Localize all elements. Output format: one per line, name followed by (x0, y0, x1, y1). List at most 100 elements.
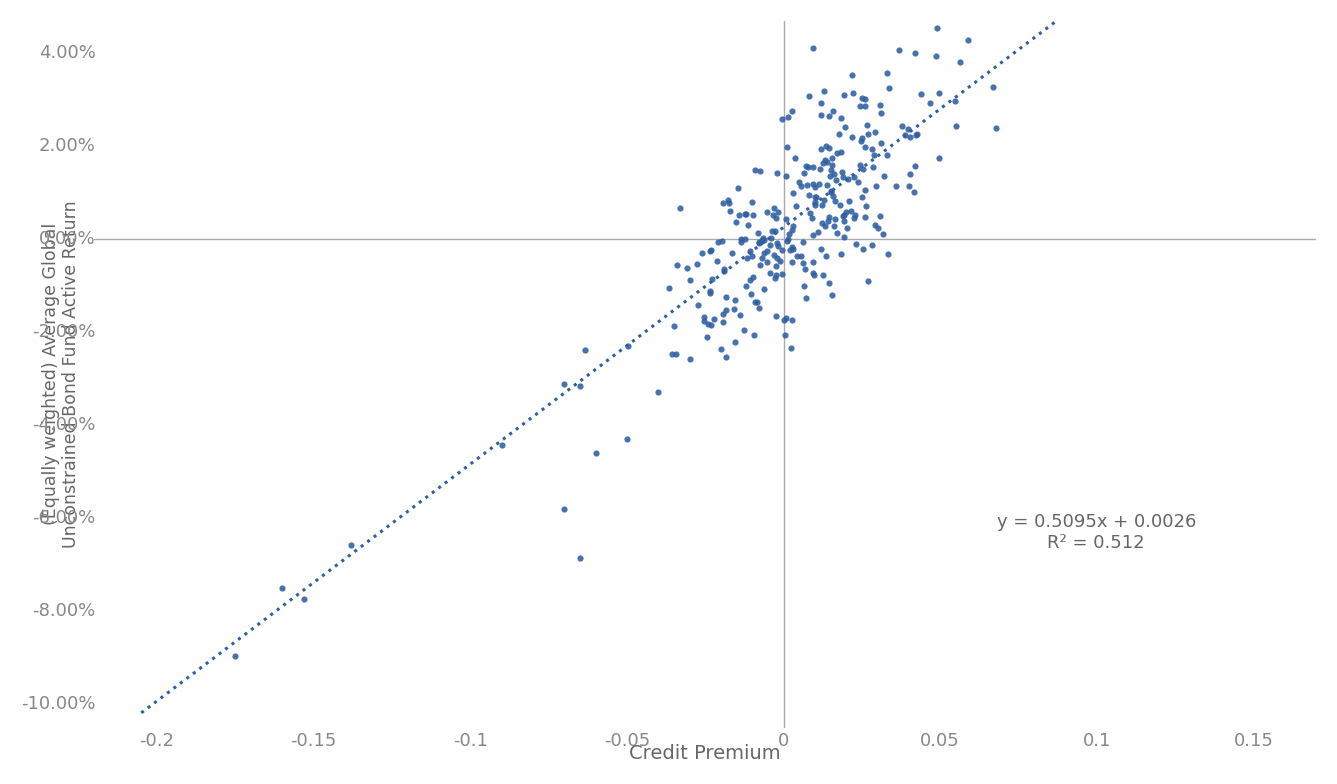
Point (796, 292, 817, 304)
Point (757, 205, 778, 218)
Point (802, 256, 824, 268)
Point (826, 147, 848, 159)
Point (870, 136, 892, 149)
Point (837, 172, 858, 185)
Point (814, 85, 836, 97)
Point (749, 302, 770, 314)
Point (822, 289, 844, 301)
Point (725, 216, 746, 228)
Point (897, 122, 919, 135)
Point (812, 216, 833, 229)
Point (691, 246, 713, 259)
Point (715, 351, 737, 364)
Point (769, 255, 790, 267)
Point (854, 183, 876, 196)
Point (852, 91, 873, 103)
Point (765, 269, 786, 281)
Point (850, 132, 872, 144)
Point (793, 256, 814, 269)
Point (694, 310, 715, 323)
Point (757, 245, 778, 257)
Point (713, 316, 734, 328)
Point (822, 167, 844, 180)
Point (777, 111, 798, 123)
Point (849, 158, 870, 171)
Point (850, 100, 872, 112)
Point (802, 229, 824, 241)
Point (892, 119, 913, 132)
Point (575, 344, 596, 357)
Point (341, 539, 362, 551)
Point (848, 176, 869, 189)
Point (888, 44, 909, 56)
Point (852, 163, 873, 176)
Point (765, 272, 786, 285)
X-axis label: Credit Premium: Credit Premium (630, 744, 781, 763)
Point (670, 201, 691, 214)
Point (749, 259, 770, 271)
Point (878, 82, 900, 94)
Point (722, 247, 743, 260)
Point (836, 205, 857, 218)
Point (838, 194, 860, 207)
Point (876, 67, 897, 80)
Point (854, 140, 876, 153)
Point (928, 86, 949, 99)
Point (830, 146, 852, 158)
Point (584, 447, 606, 459)
Point (761, 225, 782, 238)
Point (821, 186, 842, 198)
Point (702, 273, 723, 285)
Point (781, 241, 802, 254)
Point (647, 386, 668, 398)
Point (707, 236, 729, 249)
Point (730, 236, 751, 249)
Point (812, 198, 833, 211)
Point (773, 314, 794, 326)
Point (751, 251, 773, 263)
Point (810, 162, 832, 175)
Point (906, 128, 928, 140)
Point (813, 268, 834, 281)
Point (945, 120, 967, 132)
Point (821, 184, 842, 197)
Point (944, 95, 965, 107)
Point (822, 220, 844, 233)
Point (833, 89, 854, 101)
Point (794, 263, 816, 275)
Point (852, 191, 873, 204)
Point (734, 208, 755, 220)
Point (837, 222, 858, 234)
Point (782, 256, 804, 268)
Point (805, 181, 826, 194)
Point (616, 433, 638, 445)
Point (739, 245, 761, 257)
Point (763, 249, 785, 261)
Point (821, 158, 842, 171)
Point (805, 191, 826, 203)
Point (821, 164, 842, 176)
Point (790, 250, 812, 263)
Point (902, 186, 924, 198)
Point (865, 180, 886, 193)
Point (810, 143, 832, 155)
Point (920, 96, 941, 109)
Point (719, 205, 741, 217)
Point (802, 160, 824, 172)
Point (725, 294, 746, 307)
Point (767, 239, 789, 252)
Point (785, 199, 806, 212)
Point (775, 312, 797, 325)
Point (842, 212, 864, 225)
Point (733, 324, 754, 336)
Point (809, 178, 830, 191)
Point (701, 243, 722, 256)
Point (841, 130, 862, 143)
Point (749, 235, 770, 248)
Point (833, 215, 854, 227)
Text: -10.00%: -10.00% (21, 695, 95, 713)
Point (885, 180, 906, 193)
Text: 0.00%: 0.00% (39, 230, 95, 249)
Point (742, 270, 763, 283)
Point (779, 244, 801, 256)
